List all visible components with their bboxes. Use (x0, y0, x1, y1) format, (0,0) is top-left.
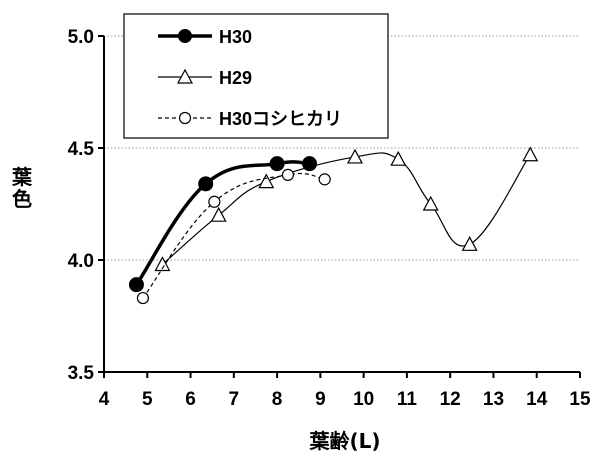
y-axis-title: 葉色 (11, 165, 33, 211)
series-line-2 (143, 174, 325, 299)
x-tick-label-1: 5 (142, 389, 153, 410)
data-point-s0-2 (270, 157, 284, 171)
data-point-s1-6 (463, 237, 477, 250)
x-tick-label-0: 4 (99, 389, 110, 410)
data-point-s1-4 (391, 152, 405, 165)
series-layer (129, 148, 537, 304)
y-tick-label-1: 4.0 (68, 251, 94, 272)
y-tick-label-3: 5.0 (68, 27, 94, 48)
x-axis-title: 葉齢(L) (308, 429, 380, 453)
data-point-s1-2 (259, 175, 273, 188)
data-point-s2-0 (137, 293, 148, 304)
series-1 (155, 148, 537, 271)
x-tick-label-5: 9 (315, 389, 326, 410)
x-tick-label-8: 12 (440, 389, 461, 410)
legend-label-h30: H30 (219, 27, 252, 47)
x-axis-ticks: 4 5 6 7 8 9 10 11 12 13 14 15 (99, 372, 591, 410)
x-tick-label-11: 15 (569, 389, 591, 410)
legend-marker-h30-koshihikari (180, 113, 191, 124)
legend-label-h29: H29 (219, 68, 252, 88)
data-point-s2-2 (282, 169, 293, 180)
legend-marker-h30 (179, 30, 192, 43)
data-point-s0-1 (199, 177, 213, 191)
legend-label-h30-koshihikari: H30コシヒカリ (219, 109, 342, 129)
data-point-s0-3 (303, 157, 317, 171)
x-tick-label-9: 13 (483, 389, 504, 410)
x-tick-label-3: 7 (229, 389, 240, 410)
x-tick-label-2: 6 (185, 389, 196, 410)
x-tick-label-7: 11 (397, 389, 418, 410)
data-point-s1-1 (212, 208, 226, 221)
data-point-s2-1 (209, 196, 220, 207)
y-axis-ticks: 3.5 4.0 4.5 5.0 (68, 27, 104, 384)
data-point-s1-7 (523, 148, 537, 161)
y-tick-label-2: 4.5 (68, 139, 95, 160)
data-point-s2-3 (319, 174, 330, 185)
x-tick-label-6: 10 (353, 389, 374, 410)
x-tick-label-4: 8 (272, 389, 283, 410)
data-point-s0-0 (129, 278, 143, 292)
x-tick-label-10: 14 (526, 389, 548, 410)
y-tick-label-0: 3.5 (68, 363, 95, 384)
legend: H30 H29 H30コシヒカリ (124, 14, 388, 138)
data-point-s1-5 (424, 197, 438, 210)
